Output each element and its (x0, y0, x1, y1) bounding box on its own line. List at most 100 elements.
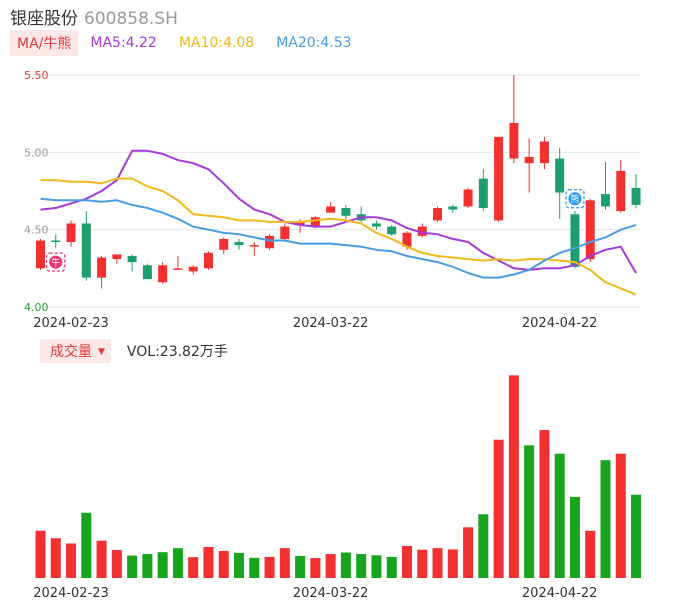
price-tick-label: 5.50 (24, 69, 49, 82)
volume-bar (371, 555, 382, 578)
volume-bar (401, 545, 412, 578)
volume-bar (417, 549, 428, 578)
candle-body (81, 223, 91, 278)
volume-bar (508, 375, 519, 578)
ma-type-button[interactable]: MA/牛熊 (10, 30, 79, 56)
caret-down-icon: ▼ (98, 347, 105, 357)
candle-body (188, 266, 198, 272)
volume-value: VOL:23.82万手 (126, 344, 228, 360)
volume-bar (203, 546, 214, 578)
volume-bar (539, 430, 550, 578)
volume-bar (386, 556, 397, 578)
candle-body (616, 170, 626, 212)
volume-bar (493, 439, 504, 578)
volume-bar (310, 558, 321, 578)
volume-bar (631, 494, 642, 578)
volume-bar (172, 548, 183, 578)
candle-body (371, 223, 381, 227)
price-x-tick-label: 2024-04-22 (522, 316, 598, 331)
candle-body (448, 206, 458, 210)
volume-bar (50, 538, 61, 578)
candle-body (173, 268, 183, 270)
volume-bar (249, 557, 260, 578)
volume-bar (340, 552, 351, 578)
price-x-tick-label: 2024-02-23 (33, 316, 109, 331)
candle-body (142, 265, 152, 280)
volume-bar (447, 549, 458, 578)
candle-body (127, 255, 137, 263)
bull-marker-icon-disc (49, 255, 63, 269)
volume-bar (188, 557, 199, 578)
volume-bar (600, 460, 611, 578)
volume-bar (585, 530, 596, 578)
bear-marker-icon-disc (568, 192, 582, 206)
ma-line-ma10 (40, 177, 637, 296)
stock-code: 600858.SH (84, 9, 178, 29)
indicator-select[interactable]: 成交量 ▼ (40, 339, 111, 363)
candle-body (280, 226, 290, 239)
candle-body (234, 242, 244, 246)
bull-marker-icon: 牛 (46, 252, 66, 272)
bull-marker-icon-frame (46, 252, 66, 272)
candle-body (203, 252, 213, 269)
stock-header: 银座股份 600858.SH (10, 4, 178, 29)
volume-bar (432, 548, 443, 578)
volume-x-tick-label: 2024-02-23 (33, 586, 109, 601)
candle-body (509, 122, 519, 159)
candle-body (66, 223, 76, 243)
candle-body (265, 235, 275, 249)
ma-legend: MA/牛熊 MA5:4.22 MA10:4.08 MA20:4.53 (10, 30, 364, 56)
volume-bar (111, 550, 122, 578)
candle-body (36, 240, 45, 269)
ma5-label: MA5:4.22 (90, 35, 157, 51)
stock-name: 银座股份 (10, 9, 78, 29)
ma-line-ma20 (40, 197, 637, 279)
volume-bar (264, 556, 275, 578)
bear-marker-icon-label: 熊 (570, 193, 579, 205)
volume-bar (295, 555, 306, 578)
volume-bar (35, 530, 46, 578)
volume-bar (66, 543, 77, 578)
volume-bar (279, 548, 290, 578)
candle-body (219, 238, 229, 250)
volume-bar (569, 496, 580, 578)
volume-x-tick-label: 2024-04-22 (522, 586, 598, 601)
ma-line-ma5 (40, 149, 637, 274)
volume-bar (524, 445, 535, 578)
volume-bar (81, 512, 92, 578)
volume-bar (554, 453, 565, 578)
candle-body (51, 240, 61, 243)
candle-body (600, 194, 610, 207)
candle-body (494, 136, 504, 221)
candle-body (326, 206, 336, 213)
bull-marker-icon-label: 牛 (51, 257, 60, 269)
candle-body (585, 200, 595, 260)
volume-bar (234, 552, 245, 578)
volume-bar (96, 540, 107, 578)
candle-body (539, 141, 549, 164)
candle-body (463, 189, 473, 207)
price-tick-label: 4.50 (24, 224, 49, 237)
volume-bar (615, 453, 626, 578)
volume-bar (478, 514, 489, 578)
candle-body (341, 208, 351, 216)
indicator-select-label: 成交量 (50, 344, 92, 360)
price-x-tick-label: 2024-03-22 (293, 316, 369, 331)
candle-body (310, 217, 320, 227)
volume-x-tick-label: 2024-03-22 (293, 586, 369, 601)
candle-body (158, 265, 168, 283)
candle-body (555, 158, 565, 193)
volume-bar (325, 554, 336, 578)
candle-body (524, 156, 534, 164)
candle-body (97, 257, 107, 278)
candle-body (631, 187, 641, 205)
ma20-label: MA20:4.53 (276, 35, 352, 51)
candle-body (112, 254, 122, 260)
volume-bar (142, 554, 153, 578)
candle-body (387, 226, 397, 235)
price-tick-label: 4.00 (24, 301, 49, 314)
bear-marker-icon-frame (565, 189, 585, 209)
candle-body (295, 221, 305, 226)
